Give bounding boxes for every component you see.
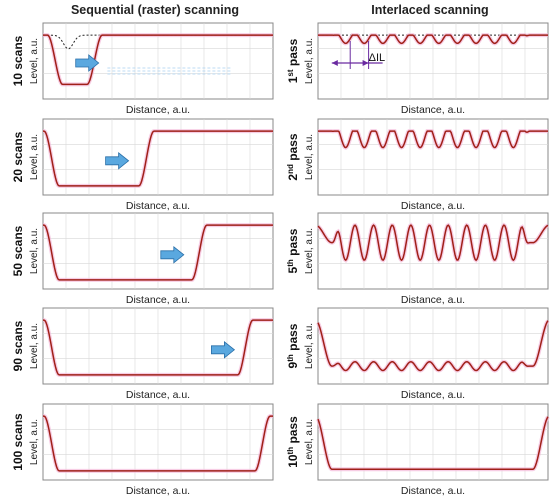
left-panel-arrow bbox=[75, 54, 100, 72]
right-panel-ylabel: Level, a.u. bbox=[304, 38, 315, 84]
right-panel-ylabel: Level, a.u. bbox=[304, 134, 315, 180]
left-panel-ylabel: Level, a.u. bbox=[29, 419, 40, 465]
dil-arrowhead bbox=[362, 60, 369, 66]
right-panel-xlabel: Distance, a.u. bbox=[401, 389, 465, 401]
left-panel-curve bbox=[43, 319, 273, 376]
left-column-title: Sequential (raster) scanning bbox=[70, 3, 240, 17]
left-panel-5: Distance, a.u. Level, a.u. 100 scans bbox=[11, 403, 274, 497]
left-panel-1: Distance, a.u. Level, a.u. 10 scans bbox=[11, 22, 274, 116]
left-panel-4: Distance, a.u. Level, a.u. 90 scans bbox=[11, 307, 274, 401]
right-panel-xlabel: Distance, a.u. bbox=[401, 485, 465, 497]
left-panel-scan-label: 50 scans bbox=[11, 225, 25, 276]
right-panel-pass-label: 9th pass bbox=[286, 323, 300, 368]
left-panel-scan-label: 90 scans bbox=[11, 320, 25, 371]
left-panel-scan-label: 100 scans bbox=[11, 413, 25, 471]
right-panel-curve bbox=[318, 130, 548, 149]
left-panel-curve bbox=[43, 224, 273, 281]
right-panel-ylabel: Level, a.u. bbox=[304, 228, 315, 274]
dil-label: ΔIL bbox=[369, 52, 386, 64]
left-panel-scan-label: 20 scans bbox=[11, 131, 25, 182]
right-panel-curve bbox=[317, 320, 549, 372]
left-panel-xlabel: Distance, a.u. bbox=[126, 104, 190, 116]
right-panel-ylabel: Level, a.u. bbox=[304, 323, 315, 369]
right-panel-ylabel: Level, a.u. bbox=[304, 419, 315, 465]
left-panel-arrow bbox=[160, 245, 185, 264]
dil-arrowhead bbox=[331, 60, 338, 66]
left-panel-xlabel: Distance, a.u. bbox=[126, 389, 190, 401]
left-panel-ylabel: Level, a.u. bbox=[29, 38, 40, 84]
right-panel-curve bbox=[317, 416, 549, 470]
left-panel-xlabel: Distance, a.u. bbox=[126, 485, 190, 497]
left-panel-curve bbox=[43, 415, 273, 472]
left-panel-ylabel: Level, a.u. bbox=[29, 134, 40, 180]
right-panel-xlabel: Distance, a.u. bbox=[401, 294, 465, 306]
right-panel-pass-label: 2nd pass bbox=[286, 133, 300, 180]
right-panel-pass-label: 5th pass bbox=[286, 228, 300, 273]
left-panel-ylabel: Level, a.u. bbox=[29, 228, 40, 274]
left-panel-ylabel: Level, a.u. bbox=[29, 323, 40, 369]
left-panel-3: Distance, a.u. Level, a.u. 50 scans bbox=[11, 212, 274, 306]
right-panel-xlabel: Distance, a.u. bbox=[401, 104, 465, 116]
right-column-title: Interlaced scanning bbox=[371, 3, 489, 17]
right-panel-curve bbox=[317, 224, 549, 262]
left-panel-arrow bbox=[105, 151, 130, 170]
right-panel-curve bbox=[318, 34, 548, 45]
left-panel-scan-label: 10 scans bbox=[11, 35, 25, 86]
right-panel-pass-label: 1st pass bbox=[286, 38, 300, 83]
left-panel-arrow bbox=[210, 340, 236, 359]
left-panel-xlabel: Distance, a.u. bbox=[126, 294, 190, 306]
right-panel-2: Distance, a.u. Level, a.u. 2nd pass bbox=[286, 118, 549, 212]
right-panel-1: ΔIL Distance, a.u. Level, a.u. 1st pass bbox=[286, 22, 549, 116]
right-panel-4: Distance, a.u. Level, a.u. 9th pass bbox=[286, 307, 550, 401]
right-panel-3: Distance, a.u. Level, a.u. 5th pass bbox=[286, 212, 549, 306]
left-panel-2: Distance, a.u. Level, a.u. 20 scans bbox=[11, 118, 274, 212]
right-panel-xlabel: Distance, a.u. bbox=[401, 200, 465, 212]
right-panel-pass-label: 10th pass bbox=[286, 416, 300, 468]
left-panel-xlabel: Distance, a.u. bbox=[126, 200, 190, 212]
left-panel-curve bbox=[43, 130, 273, 187]
right-panel-5: Distance, a.u. Level, a.u. 10th pass bbox=[286, 403, 550, 497]
left-panel-curve bbox=[43, 34, 273, 86]
